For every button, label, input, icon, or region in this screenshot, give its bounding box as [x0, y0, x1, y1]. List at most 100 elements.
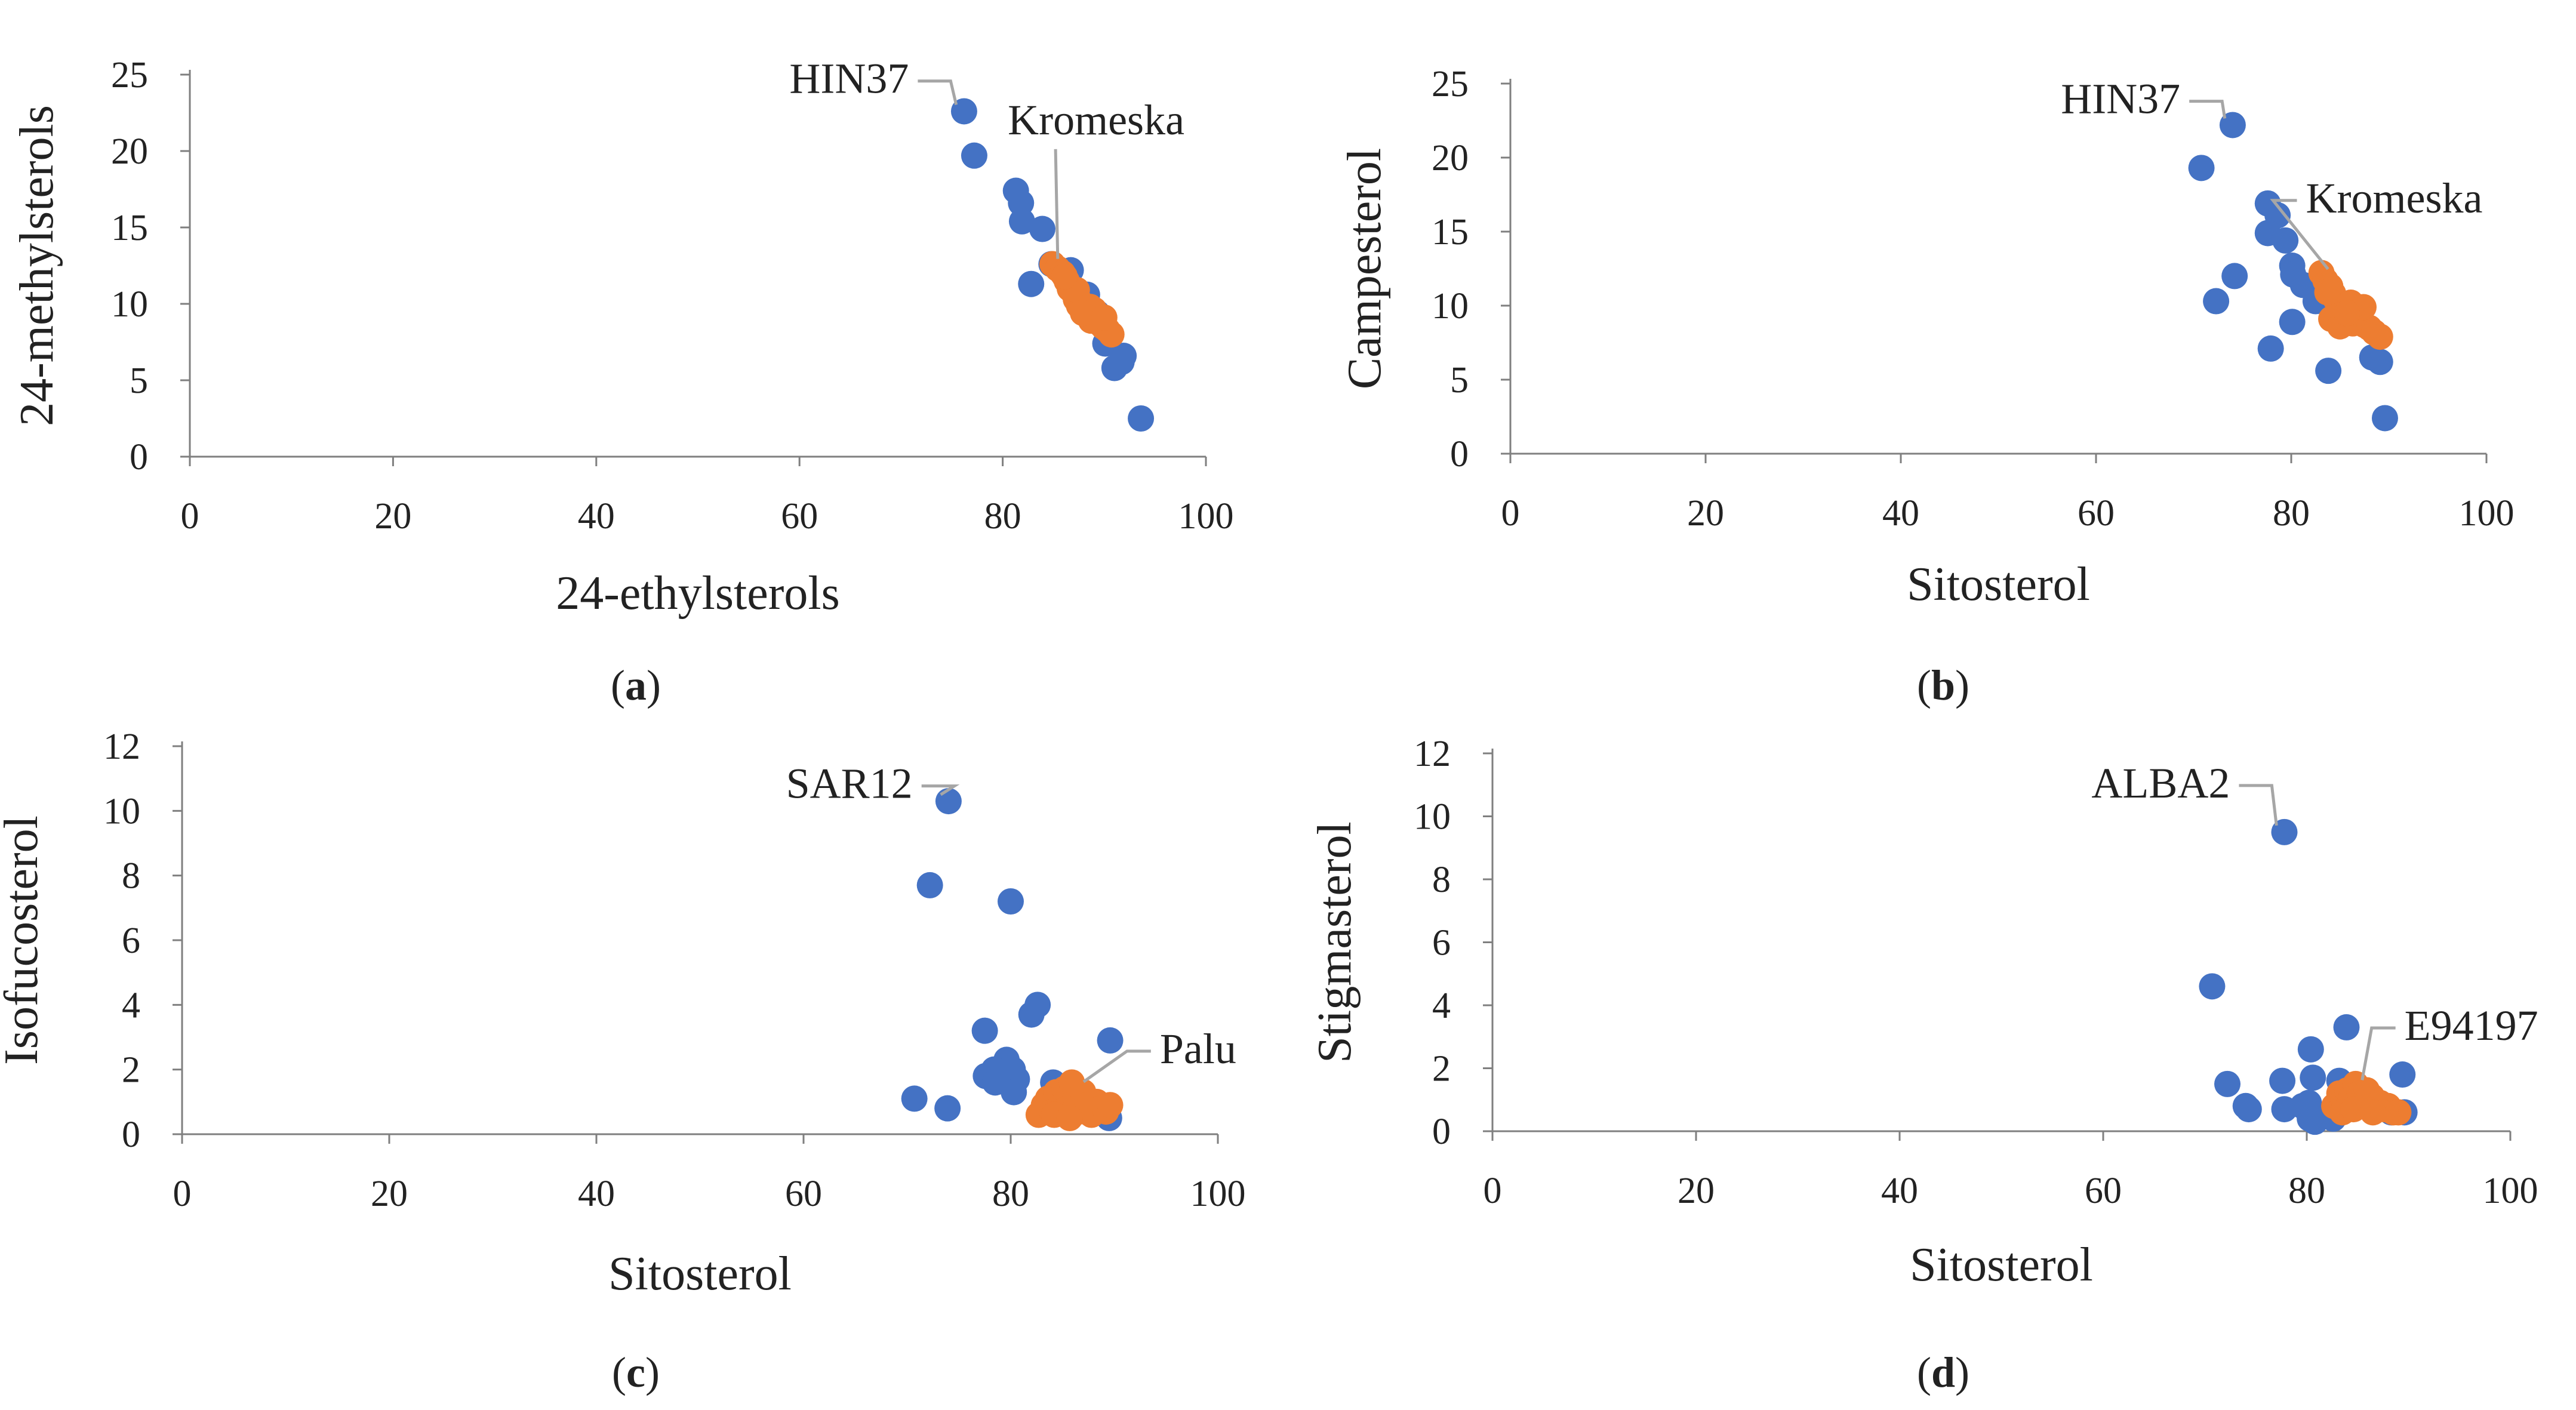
data-point-blue-c	[916, 872, 943, 898]
x-tick-label-b: 20	[1687, 493, 1724, 534]
data-point-blue-d	[2301, 1109, 2328, 1135]
data-point-blue-b	[2272, 227, 2299, 254]
chart-panel-a: 0 20 40 60 80 100 0 5 10 15 20 25 24-ethylsterols 24-…	[11, 55, 1234, 620]
annotation-leader-b-0	[2189, 100, 2227, 119]
panel-label-a: (a)	[611, 661, 661, 709]
panel-label-b: (b)	[1917, 661, 1969, 709]
y-tick-label-d: 2	[1432, 1049, 1451, 1089]
x-tick-label-a: 100	[1178, 496, 1234, 537]
chart-panel-d: 0 20 40 60 80 100 0 2 4 6 8 10 12 Sitosterol Stigmaste…	[1309, 734, 2538, 1291]
y-tick-label-b: 20	[1432, 138, 1469, 178]
data-point-blue-a	[1110, 343, 1137, 370]
panel-label-c-letter: c	[626, 1349, 645, 1396]
annotation-label-c-0: SAR12	[786, 760, 913, 808]
y-tick-label-d: 10	[1414, 797, 1451, 838]
annotation-label-c-1: Palu	[1160, 1025, 1236, 1073]
annotation-leader-b-1	[2270, 199, 2329, 270]
y-tick-label-d: 0	[1432, 1112, 1451, 1152]
x-tick-label-d: 20	[1678, 1171, 1715, 1211]
panel-label-a-letter: a	[625, 661, 647, 709]
data-point-blue-d	[2297, 1036, 2324, 1063]
data-point-orange-d	[2385, 1099, 2412, 1126]
y-tick-label-c: 12	[103, 726, 140, 767]
data-point-blue-c	[935, 788, 962, 815]
y-tick-label-c: 8	[122, 856, 140, 897]
x-axis-label-b: Sitosterol	[1907, 558, 2090, 611]
data-point-orange-b	[2334, 300, 2360, 327]
panel-label-b-close: )	[1955, 661, 1969, 709]
data-point-blue-b	[2188, 155, 2215, 181]
panel-label-a-open: (	[611, 661, 625, 709]
x-tick-label-a: 0	[181, 496, 199, 537]
y-tick-label-b: 5	[1450, 360, 1469, 401]
annotation-label-d-0: ALBA2	[2091, 759, 2230, 807]
data-point-blue-b	[2219, 112, 2246, 138]
y-tick-label-d: 4	[1432, 986, 1451, 1026]
x-tick-label-b: 40	[1882, 493, 1919, 534]
y-tick-label-c: 10	[103, 791, 140, 832]
panel-label-c-close: )	[645, 1349, 660, 1396]
data-point-orange-b	[2314, 279, 2341, 306]
panel-label-c-open: (	[612, 1349, 626, 1396]
y-tick-label-a: 10	[111, 284, 148, 325]
data-point-blue-d	[2389, 1061, 2416, 1088]
panel-label-d-close: )	[1955, 1349, 1969, 1396]
y-tick-label-b: 25	[1432, 64, 1469, 104]
x-tick-label-a: 80	[984, 496, 1021, 537]
data-point-blue-c	[1018, 1001, 1045, 1028]
y-tick-label-a: 25	[111, 55, 148, 96]
y-tick-label-c: 2	[122, 1050, 140, 1091]
x-tick-label-d: 40	[1881, 1171, 1918, 1211]
x-tick-label-c: 60	[785, 1174, 822, 1214]
x-axis-label-a: 24-ethylsterols	[556, 567, 839, 620]
data-point-blue-a	[950, 98, 977, 125]
annotation-leader-d-0	[2239, 784, 2278, 826]
y-tick-label-b: 0	[1450, 434, 1469, 475]
data-point-blue-b	[2315, 358, 2342, 384]
data-point-blue-b	[2279, 309, 2306, 335]
data-point-blue-a	[961, 142, 987, 169]
data-point-orange-a	[1070, 300, 1097, 327]
data-point-blue-c	[998, 888, 1024, 915]
x-tick-label-b: 60	[2078, 493, 2115, 534]
annotation-label-b-0: HIN37	[2061, 75, 2180, 123]
data-point-blue-c	[1001, 1079, 1027, 1106]
data-point-blue-b	[2203, 288, 2230, 315]
data-point-blue-c	[971, 1017, 998, 1044]
x-tick-label-c: 40	[578, 1174, 615, 1214]
data-point-orange-d	[2340, 1096, 2367, 1123]
x-tick-label-c: 80	[992, 1174, 1029, 1214]
y-tick-label-a: 20	[111, 131, 148, 172]
y-tick-label-d: 6	[1432, 923, 1451, 963]
y-tick-label-a: 15	[111, 208, 148, 248]
panel-label-d-letter: d	[1931, 1349, 1955, 1396]
annotation-leader-d-1	[2360, 1026, 2396, 1080]
x-axis-label-c: Sitosterol	[608, 1248, 792, 1300]
y-tick-label-c: 4	[122, 985, 140, 1026]
panel-label-c: (c)	[612, 1349, 660, 1396]
data-point-blue-b	[2257, 335, 2284, 362]
data-point-blue-d	[2333, 1014, 2360, 1040]
panel-label-d: (d)	[1917, 1349, 1969, 1396]
panel-label-d-open: (	[1917, 1349, 1931, 1396]
x-tick-label-d: 60	[2085, 1171, 2122, 1211]
y-tick-label-c: 6	[122, 920, 140, 961]
data-point-blue-a	[1008, 208, 1035, 235]
y-axis-label-c: Isofucosterol	[0, 815, 48, 1065]
data-point-orange-a	[1051, 263, 1078, 290]
data-point-orange-c	[1056, 1104, 1083, 1131]
data-point-blue-d	[2300, 1064, 2326, 1091]
x-tick-label-a: 20	[374, 496, 411, 537]
chart-panel-b: 0 20 40 60 80 100 0 5 10 15 20 25 Sitosterol Campeste…	[1338, 64, 2515, 611]
data-point-blue-c	[934, 1095, 961, 1122]
data-point-blue-d	[2235, 1096, 2262, 1123]
annotation-label-d-1: E94197	[2405, 1002, 2538, 1049]
panel-label-a-close: )	[647, 661, 661, 709]
data-point-orange-b	[2366, 324, 2393, 350]
data-point-blue-a	[1128, 405, 1155, 432]
data-point-orange-c	[1097, 1092, 1124, 1119]
y-axis-label-b: Campesterol	[1338, 148, 1391, 389]
y-tick-label-d: 8	[1432, 860, 1451, 900]
chart-panel-c: 0 20 40 60 80 100 0 2 4 6 8 10 12 Sitosterol Isofucost…	[0, 726, 1246, 1300]
y-tick-label-c: 0	[122, 1115, 140, 1155]
